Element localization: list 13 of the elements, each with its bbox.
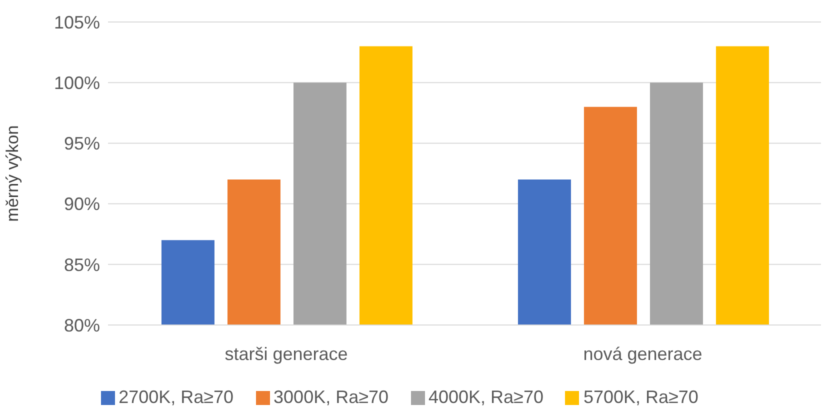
y-tick-label: 90% <box>64 194 100 214</box>
legend-label: 3000K, Ra≥70 <box>274 387 388 407</box>
y-axis-title: měrný výkon <box>3 125 22 222</box>
y-tick-label: 105% <box>54 12 100 32</box>
y-tick-label: 85% <box>64 254 100 275</box>
x-tick-label: starši generace <box>224 344 348 364</box>
y-tick-label: 100% <box>54 72 100 93</box>
legend-label: 2700K, Ra≥70 <box>118 387 234 407</box>
legend-label: 5700K, Ra≥70 <box>583 387 698 407</box>
y-tick-label: 80% <box>64 315 100 336</box>
y-tick-label: 95% <box>64 134 100 154</box>
legend-label: 4000K, Ra≥70 <box>428 387 544 407</box>
x-tick-label: nová generace <box>583 344 702 364</box>
